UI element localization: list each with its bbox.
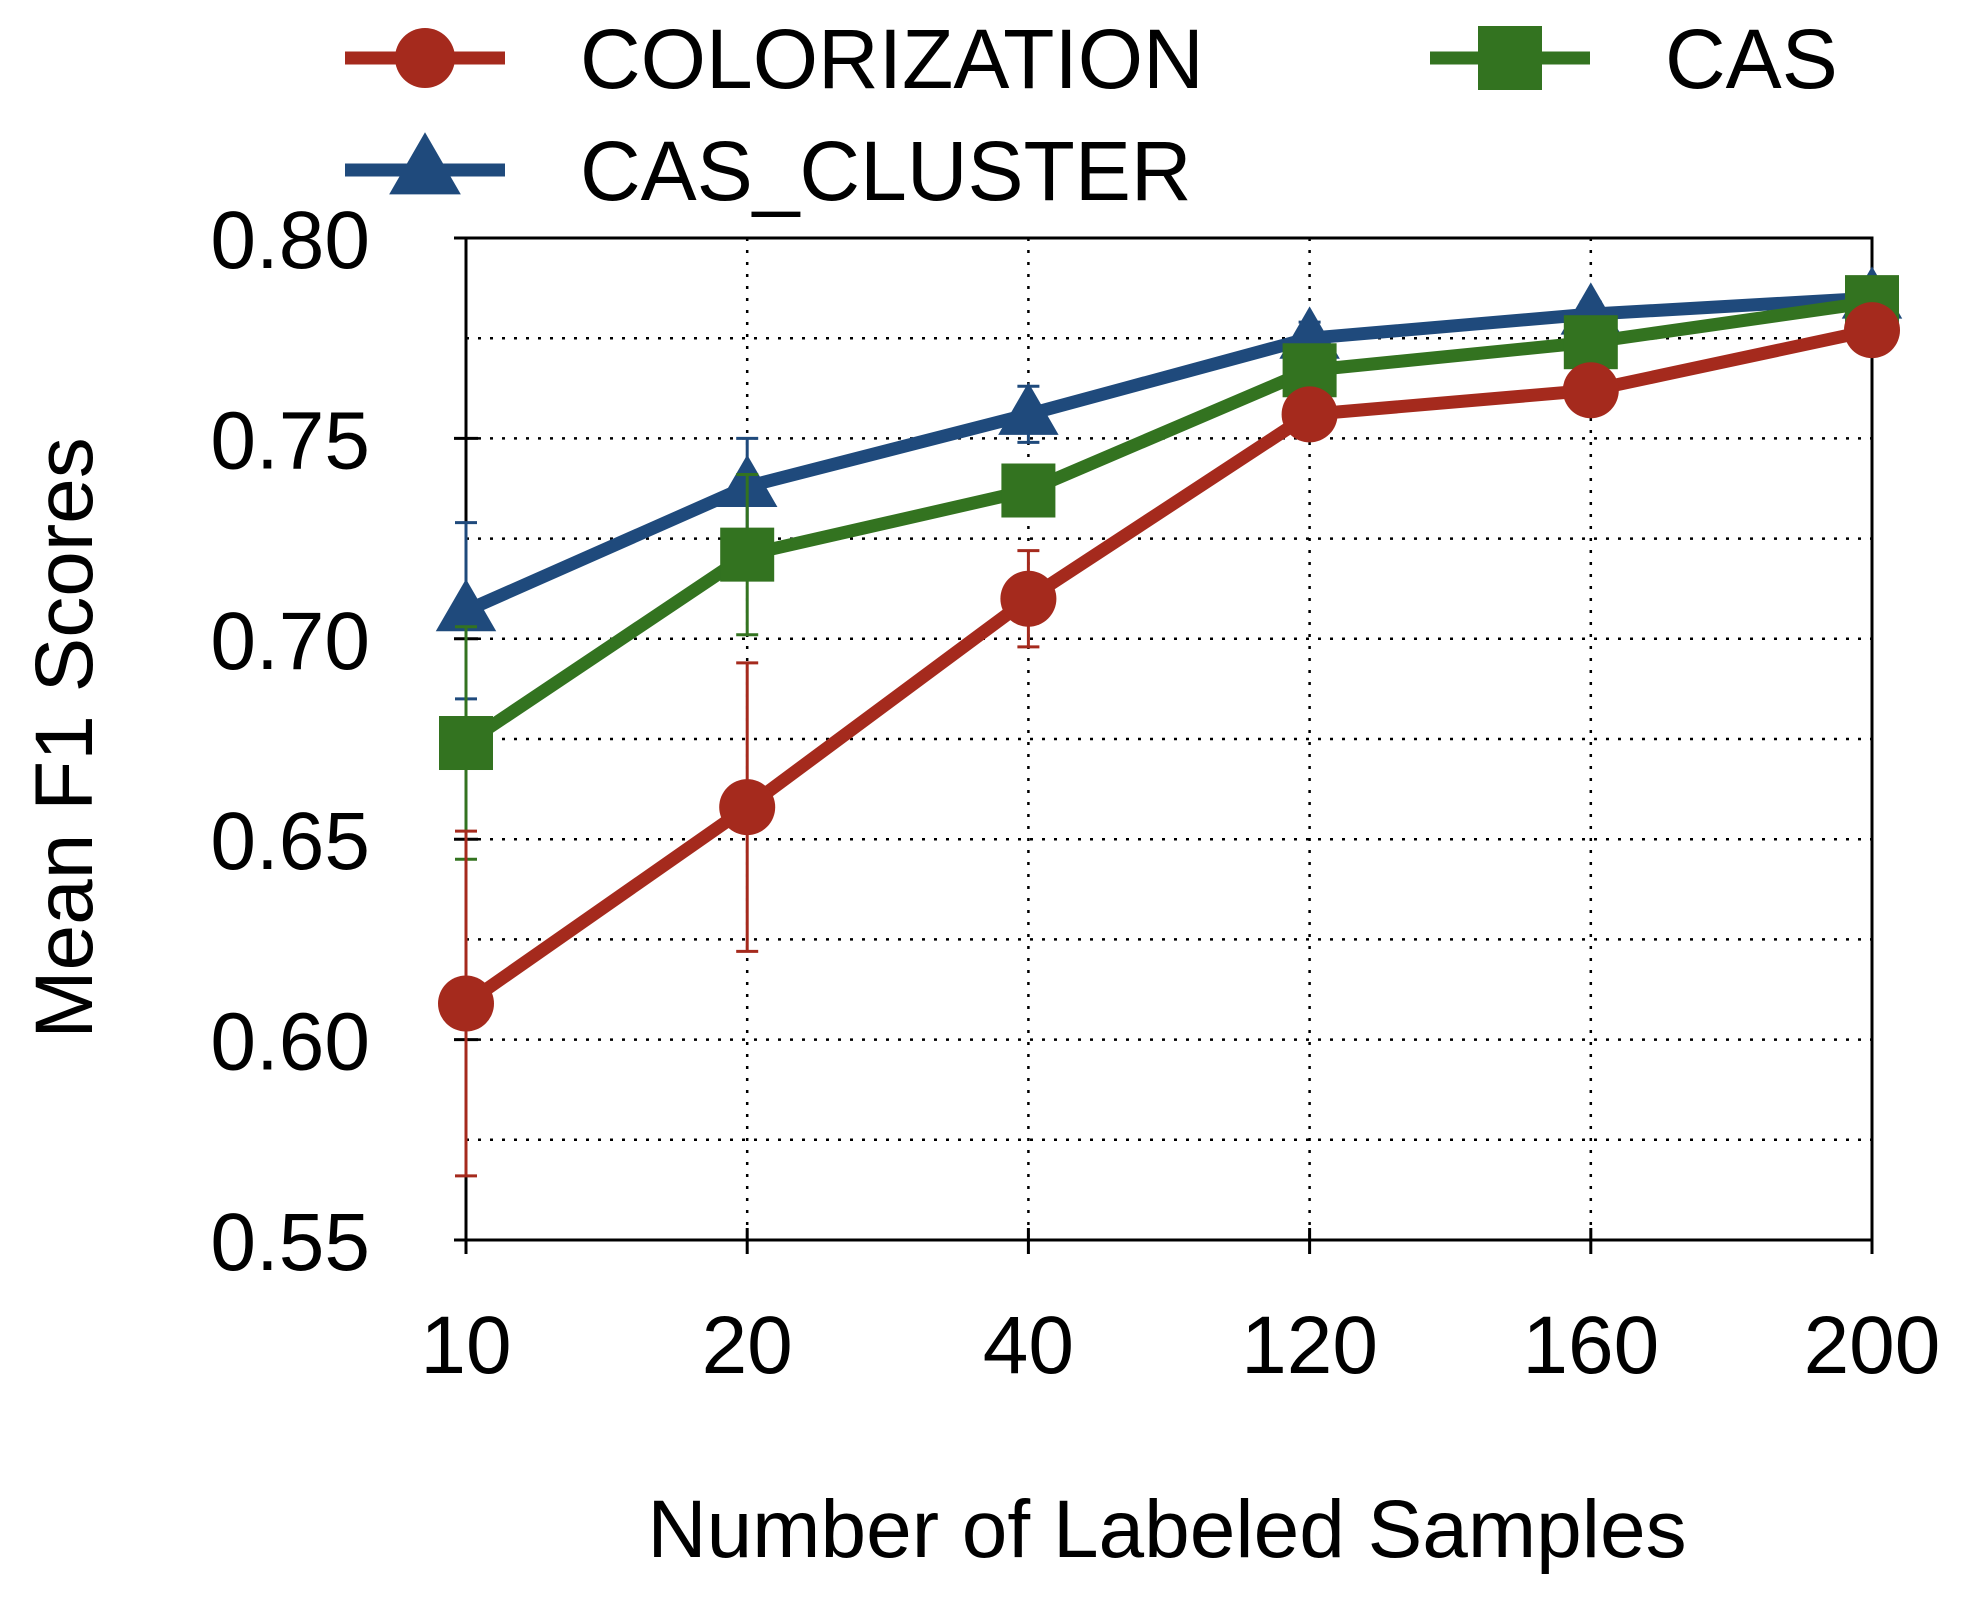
data-point-square bbox=[1478, 26, 1542, 90]
data-point-circle bbox=[1000, 570, 1057, 627]
data-point-circle bbox=[1562, 362, 1619, 419]
data-point-triangle bbox=[389, 132, 461, 195]
x-tick-label: 160 bbox=[1522, 1300, 1659, 1391]
data-point-circle bbox=[1281, 386, 1338, 443]
y-axis-title: Mean F1 Scores bbox=[19, 437, 110, 1039]
y-tick-label: 0.60 bbox=[210, 997, 370, 1088]
y-tick-label: 0.75 bbox=[210, 395, 370, 486]
x-tick-label: 10 bbox=[420, 1300, 511, 1391]
y-tick-label: 0.70 bbox=[210, 596, 370, 687]
grid-lines bbox=[466, 238, 1872, 1240]
data-point-circle bbox=[1844, 302, 1900, 359]
data-point-triangle bbox=[435, 578, 497, 632]
legend: COLORIZATION CAS CAS_CLUSTER bbox=[345, 12, 1838, 218]
series-line bbox=[462, 323, 1874, 1009]
legend-entry: CAS bbox=[1430, 12, 1838, 106]
data-point-circle bbox=[395, 28, 455, 88]
y-tick-label: 0.80 bbox=[210, 195, 370, 286]
plot-area-frame bbox=[464, 236, 1874, 1242]
legend-label: CAS bbox=[1665, 12, 1838, 106]
y-tick-label: 0.55 bbox=[210, 1197, 370, 1288]
series-line bbox=[463, 291, 1873, 617]
data-point-circle bbox=[438, 975, 494, 1032]
legend-entry: COLORIZATION bbox=[345, 12, 1204, 106]
data-point-square bbox=[439, 716, 493, 771]
x-tick-label: 20 bbox=[702, 1300, 793, 1391]
data-series bbox=[435, 266, 1903, 1178]
x-tick-label: 40 bbox=[983, 1300, 1074, 1391]
series-cas bbox=[439, 275, 1899, 861]
data-point-circle bbox=[719, 779, 776, 836]
x-axis-title: Number of Labeled Samples bbox=[647, 1484, 1686, 1575]
series-line bbox=[462, 295, 1873, 749]
series-colorization bbox=[438, 302, 1900, 1178]
axis-ticks: 0.55 0.60 0.65 0.70 0.75 0.80 10 20 40 120 160 200 bbox=[210, 195, 1940, 1391]
x-tick-label: 200 bbox=[1804, 1300, 1941, 1391]
data-point-square bbox=[720, 527, 775, 582]
x-tick-label: 120 bbox=[1241, 1300, 1378, 1391]
data-point-square bbox=[1563, 315, 1618, 370]
data-point-square bbox=[1001, 463, 1056, 518]
legend-entry: CAS_CLUSTER bbox=[345, 124, 1192, 218]
legend-label: COLORIZATION bbox=[580, 12, 1204, 106]
y-tick-label: 0.65 bbox=[210, 796, 370, 887]
legend-label: CAS_CLUSTER bbox=[580, 124, 1192, 218]
data-point-triangle bbox=[998, 382, 1059, 435]
